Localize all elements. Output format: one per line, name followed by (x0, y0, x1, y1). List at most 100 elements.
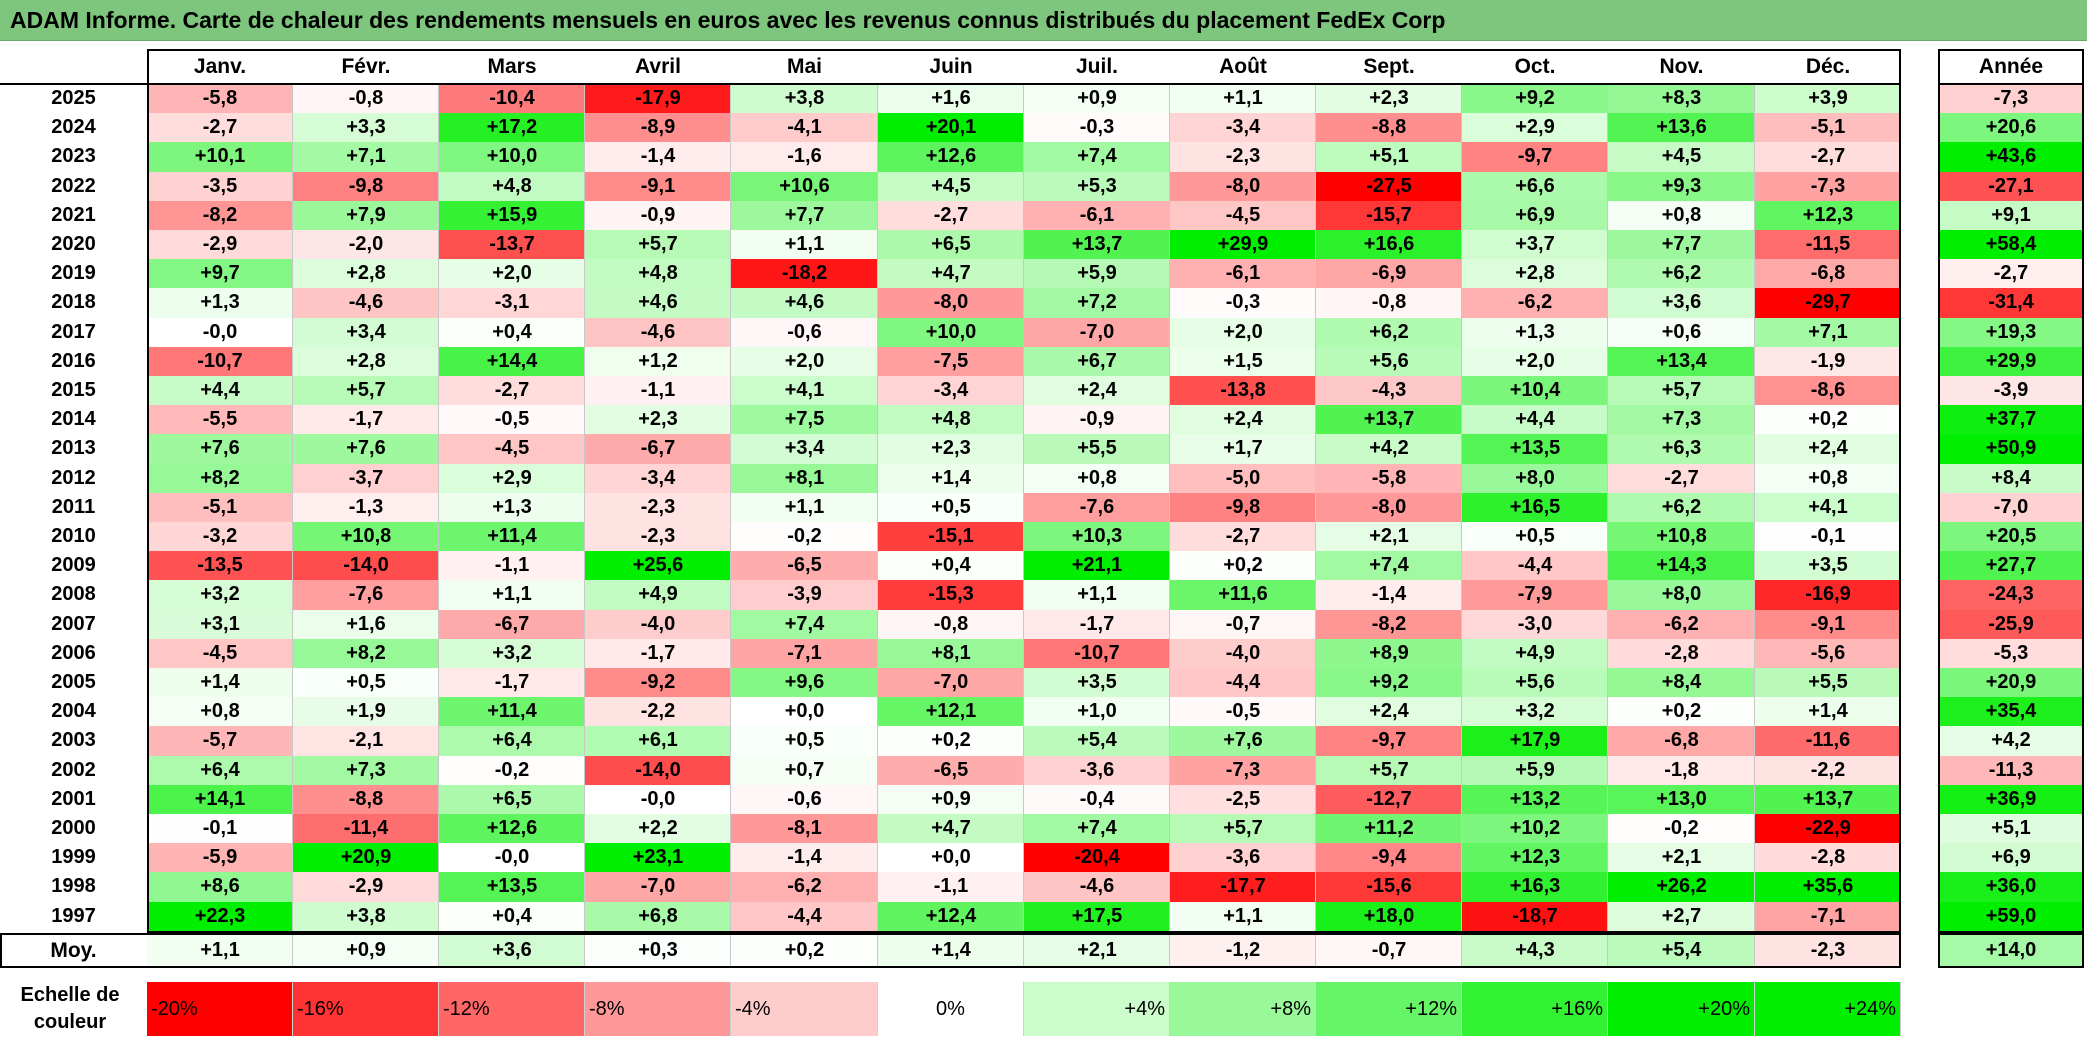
year-label: 2016 (51, 349, 96, 372)
cell-value: -4,0 (640, 612, 676, 635)
scale-step: +4% (1024, 982, 1170, 1036)
cell-value: +2,8 (346, 262, 386, 285)
cell-value: -8,0 (1371, 495, 1407, 518)
cell-value: -2,8 (1664, 641, 1699, 664)
cell-value: -11,6 (1805, 729, 1851, 752)
cell-value: -2,2 (1810, 758, 1846, 781)
year-label: 1999 (51, 846, 96, 869)
cell-value: -17,7 (1220, 875, 1266, 898)
cell-value: +6,4 (492, 729, 532, 752)
cell-value: +10,2 (1509, 817, 1561, 839)
cell-value: -1,4 (1371, 583, 1407, 606)
cell-value: -4,6 (640, 320, 676, 343)
heatmap-cell (1608, 872, 1755, 903)
cell-value: -4,6 (1079, 875, 1115, 898)
cell-value: +3,2 (1515, 700, 1555, 723)
cell-value: -8,8 (348, 787, 384, 810)
heatmap-cell (585, 142, 731, 173)
annual-cell (1938, 814, 2084, 845)
cell-value: +10,6 (779, 174, 830, 197)
cell-value: -2,3 (1225, 145, 1261, 168)
cell-value: +5,7 (638, 233, 678, 255)
cell-value: +1,3 (492, 495, 532, 518)
heatmap-cell (293, 901, 439, 932)
heatmap-cell (439, 492, 585, 523)
cell-value: +0,6 (1661, 320, 1702, 343)
annual-value: +20,5 (1985, 525, 2037, 547)
heatmap-cell (1755, 84, 1901, 115)
cell-value: -0,1 (202, 817, 238, 839)
heatmap-cell (1316, 230, 1462, 261)
cell-value: -0,0 (494, 846, 530, 869)
annual-cell (1938, 872, 2084, 903)
heatmap-cell (1462, 434, 1608, 465)
cell-value: +7,5 (784, 408, 825, 431)
heatmap-cell (1170, 580, 1316, 611)
cell-value: +5,7 (346, 379, 386, 401)
heatmap-cell (1316, 551, 1462, 582)
month-header: Déc. (1805, 55, 1851, 78)
cell-value: +0,5 (346, 671, 386, 693)
annual-cell (1938, 317, 2084, 348)
cell-value: +6,3 (1661, 437, 1702, 460)
heatmap-cell (731, 814, 878, 845)
heatmap-cell (1462, 405, 1608, 436)
heatmap-cell (293, 171, 439, 202)
heatmap-cell (439, 317, 585, 348)
cell-value: +5,9 (1077, 262, 1117, 285)
heatmap-cell (1755, 492, 1901, 523)
cell-value: -15,1 (928, 525, 974, 547)
cell-value: +0,7 (784, 758, 825, 781)
annual-value: -5,3 (1993, 641, 2029, 664)
heatmap-cell (439, 142, 585, 173)
cell-value: +8,4 (1661, 671, 1702, 693)
heatmap-cell (1462, 784, 1608, 815)
cell-value: -11,5 (1805, 233, 1851, 255)
cell-value: +7,6 (346, 437, 386, 460)
cell-value: -2,1 (348, 729, 384, 752)
cell-value: +8,9 (1369, 641, 1409, 664)
cell-value: -15,6 (1366, 875, 1412, 898)
heatmap-cell (878, 726, 1024, 757)
heatmap-cell (1608, 522, 1755, 553)
average-value: +1,4 (931, 939, 971, 961)
cell-value: -0,6 (787, 787, 822, 810)
heatmap-cell (585, 317, 731, 348)
heatmap-cell (878, 317, 1024, 348)
annual-value: -25,9 (1988, 612, 2034, 635)
cell-value: +1,1 (1223, 904, 1263, 927)
cell-value: +0,2 (1661, 700, 1702, 723)
cell-value: -5,8 (1371, 466, 1407, 489)
heatmap-cell (1608, 814, 1755, 845)
heatmap-cell (1170, 901, 1316, 932)
annual-value: +35,4 (1985, 700, 2037, 723)
cell-value: -0,2 (787, 525, 822, 547)
year-label: 2004 (51, 700, 96, 723)
cell-value: -0,2 (1664, 817, 1699, 839)
cell-value: -0,0 (202, 320, 238, 343)
cell-value: +6,9 (1515, 203, 1555, 226)
year-label: 2019 (51, 262, 96, 285)
average-cell (878, 933, 1024, 968)
heatmap-cell (1462, 814, 1608, 845)
heatmap-cell (1316, 317, 1462, 348)
cell-value: -29,7 (1805, 291, 1851, 314)
year-label: 2017 (51, 320, 96, 343)
average-cell (1170, 933, 1316, 968)
title-bar: ADAM Informe. Carte de chaleur des rende… (0, 0, 2087, 41)
cell-value: +10,4 (1509, 379, 1561, 401)
heatmap-cell (293, 609, 439, 640)
cell-value: -18,7 (1512, 904, 1558, 927)
heatmap-cell (1462, 492, 1608, 523)
heatmap-cell (1024, 668, 1170, 699)
cell-value: +6,8 (638, 904, 678, 927)
cell-value: -2,7 (933, 203, 969, 226)
cell-value: -4,5 (1225, 203, 1261, 226)
cell-value: -7,3 (1810, 174, 1846, 197)
cell-value: -0,5 (494, 408, 530, 431)
heatmap-cell (585, 638, 731, 669)
cell-value: +3,7 (1515, 233, 1555, 255)
scale-step: +24% (1755, 982, 1901, 1036)
scale-step: -20% (147, 982, 293, 1036)
cell-value: +4,8 (492, 174, 532, 197)
